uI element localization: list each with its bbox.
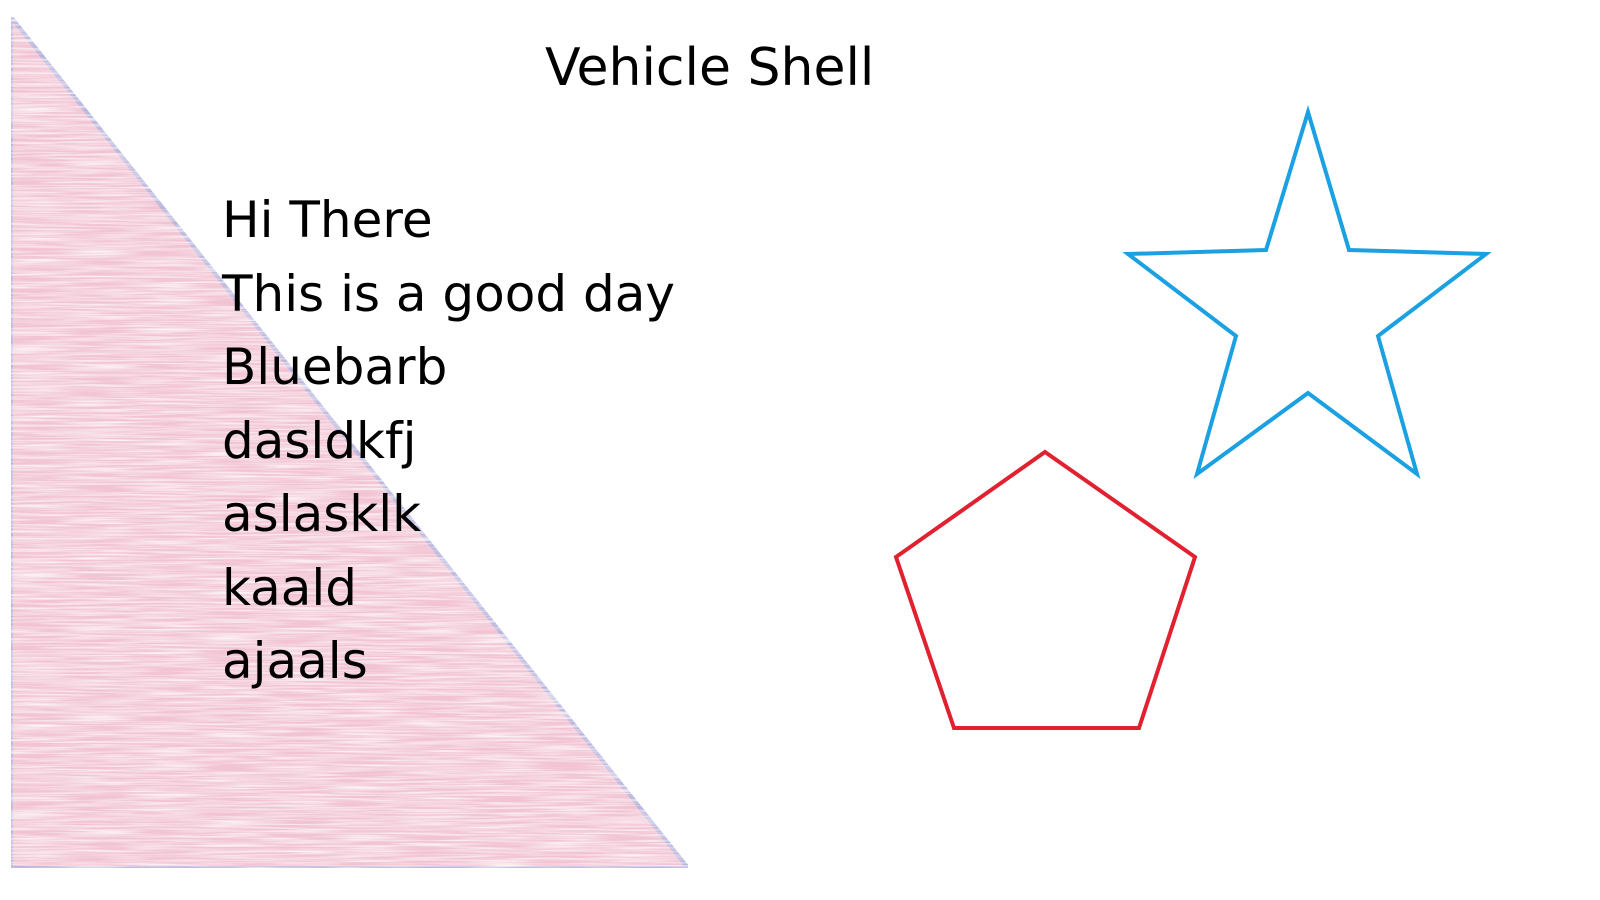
red-pentagon-shape — [893, 449, 1198, 730]
text-line: kaald — [222, 558, 357, 617]
text-lines: Hi There This is a good day Bluebarb das… — [222, 184, 675, 699]
slide-title: Vehicle Shell — [545, 38, 875, 98]
text-line: This is a good day — [222, 264, 675, 323]
text-line: aslasklk — [222, 485, 422, 543]
pink-triangle-shape — [9, 11, 693, 870]
text-line: Bluebarb — [222, 338, 448, 396]
text-line: Hi There — [222, 191, 433, 249]
text-line: ajaals — [222, 632, 368, 690]
blue-star-shape — [1122, 105, 1492, 480]
text-line: dasldkfj — [222, 411, 417, 470]
